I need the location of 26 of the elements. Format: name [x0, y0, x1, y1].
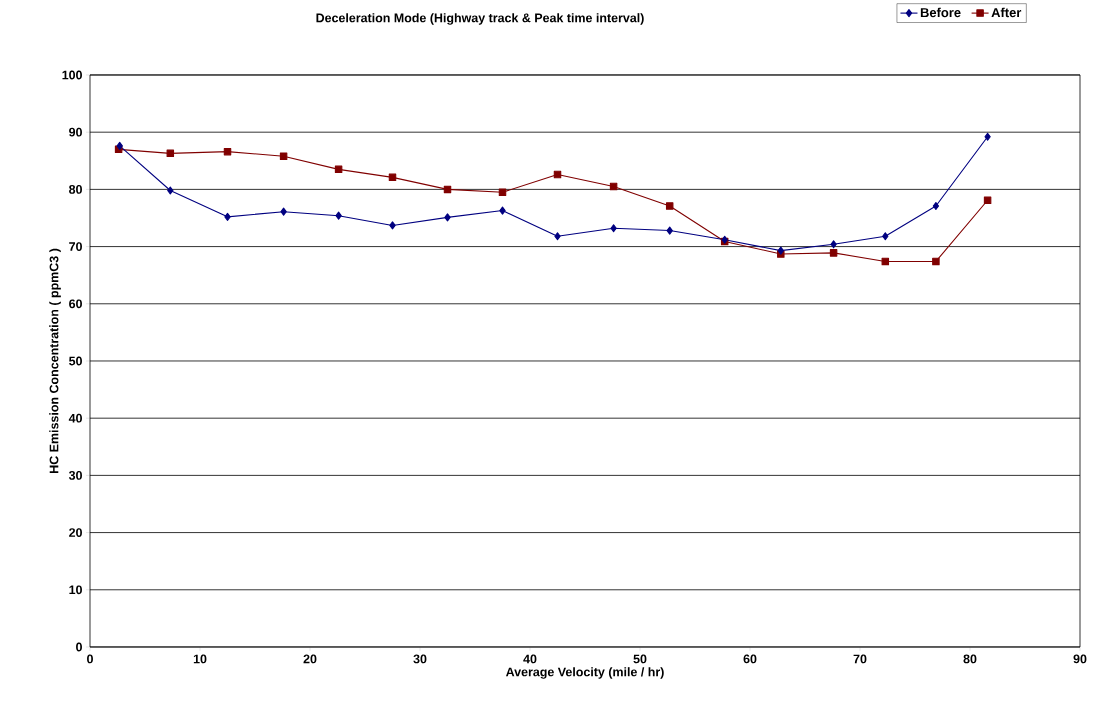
x-tick-label: 90 — [1073, 654, 1087, 664]
y-axis-title: HC Emission Concentration ( ppmC3 ) — [49, 248, 61, 473]
y-tick-label: 40 — [68, 413, 82, 423]
x-axis-title: Average Velocity (mile / hr) — [505, 667, 664, 679]
y-tick-label: 90 — [69, 127, 82, 137]
y-tick-label: 100 — [62, 70, 82, 80]
x-tick-label: 70 — [853, 654, 867, 664]
y-tick-label: 70 — [69, 242, 82, 251]
y-tick-label: 0 — [76, 642, 82, 652]
y-tick-label: 10 — [69, 585, 82, 595]
y-tick-label: 20 — [69, 528, 82, 537]
legend-label: After — [991, 7, 1022, 18]
x-tick-label: 30 — [413, 654, 427, 664]
x-tick-label: 50 — [633, 654, 647, 664]
legend-label: Before — [920, 7, 961, 18]
y-tick-label: 60 — [69, 299, 82, 309]
chart-title: Deceleration Mode (Highway track & Peak time interval) — [316, 13, 644, 25]
y-tick-label: 30 — [68, 470, 82, 480]
x-tick-label: 0 — [87, 654, 93, 664]
x-tick-label: 60 — [743, 654, 757, 664]
x-tick-label: 10 — [193, 654, 207, 664]
y-tick-label: 50 — [69, 356, 82, 366]
y-tick-label: 80 — [69, 184, 82, 194]
x-tick-label: 80 — [963, 654, 977, 664]
x-tick-label: 20 — [303, 654, 317, 664]
x-tick-label: 40 — [523, 654, 537, 664]
